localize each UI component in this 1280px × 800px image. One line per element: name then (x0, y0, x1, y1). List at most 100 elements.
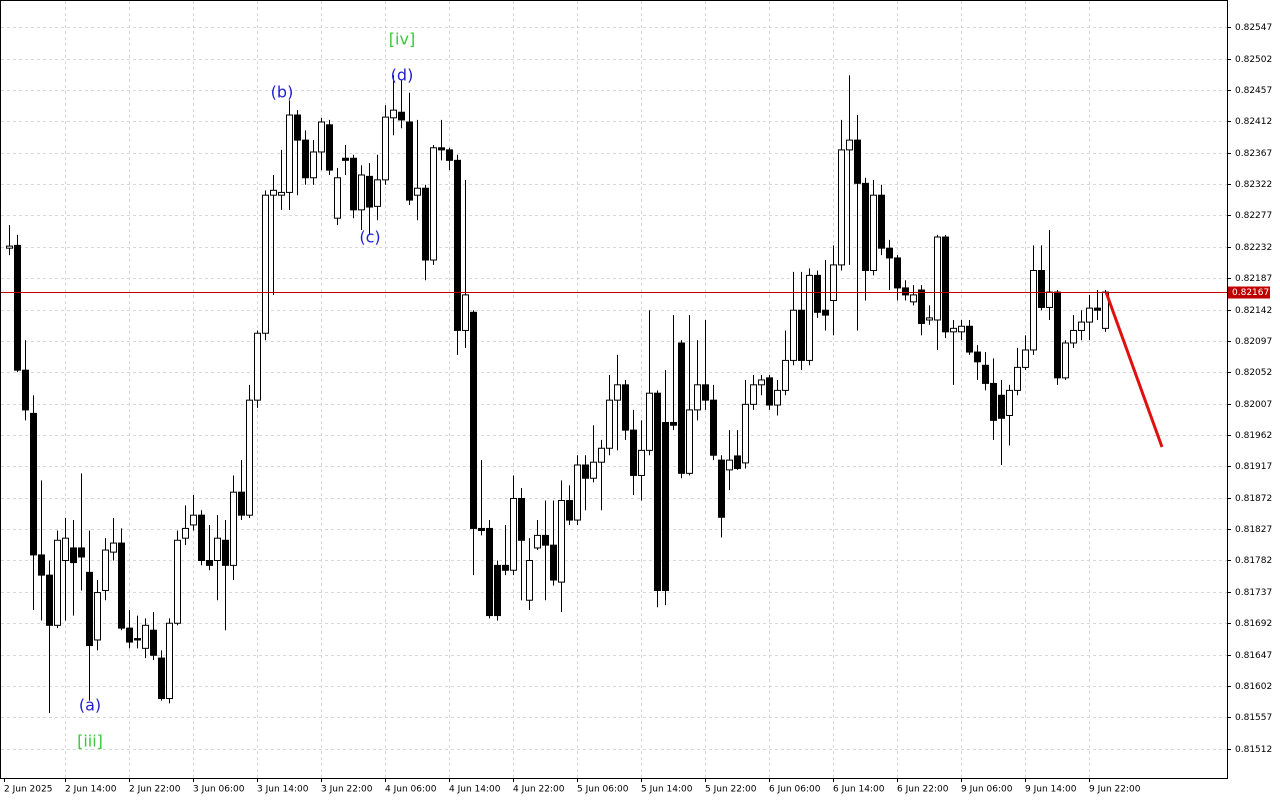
candle-body (518, 497, 525, 541)
candle-body (54, 539, 61, 626)
candle-body (662, 421, 669, 591)
candle-body (814, 274, 821, 313)
candle-body (766, 377, 773, 406)
candle-body (190, 514, 197, 526)
candle-body (262, 194, 269, 334)
y-tick-label: 0.81827 (1235, 525, 1272, 535)
candle-body (846, 139, 853, 151)
wave-label: [iv] (389, 30, 415, 49)
candle-body (38, 554, 45, 576)
candle-body (86, 571, 93, 647)
candle-body (118, 542, 125, 629)
candle-body (1078, 321, 1085, 331)
candle-body (830, 264, 837, 301)
candle-body (614, 384, 621, 401)
candle-body (566, 500, 573, 521)
candle-body (1054, 291, 1061, 379)
wave-label: (a) (79, 696, 101, 715)
y-tick-label: 0.82547 (1235, 23, 1272, 33)
candle-body (1030, 269, 1037, 351)
candle-body (606, 399, 613, 449)
candle-body (550, 544, 557, 581)
candle-body (590, 461, 597, 479)
y-tick-label: 0.81602 (1235, 682, 1272, 692)
candle-body (494, 564, 501, 617)
candle-body (294, 114, 301, 141)
wave-label: (d) (391, 66, 414, 85)
candle-body (62, 537, 69, 561)
candle-body (526, 559, 533, 601)
candle-body (254, 332, 261, 401)
candle-body (246, 399, 253, 516)
candle-body (110, 542, 117, 553)
y-tick-label: 0.82367 (1235, 149, 1272, 159)
x-tick-label: 9 Jun 14:00 (1025, 785, 1077, 795)
candle-body (542, 534, 549, 546)
candle-body (806, 274, 813, 361)
candle-body (582, 464, 589, 479)
candle-body (630, 429, 637, 476)
candle-body (22, 369, 29, 411)
candle-body (414, 187, 421, 196)
y-tick-label: 0.81692 (1235, 619, 1272, 629)
candle-body (926, 317, 933, 321)
candle-body (342, 157, 349, 161)
candle-body (390, 109, 397, 119)
candle-body (502, 564, 509, 571)
candle-body (310, 151, 317, 179)
candle-body (534, 534, 541, 549)
candle-body (182, 527, 189, 539)
candle-body (470, 311, 477, 529)
y-tick-label: 0.81737 (1235, 588, 1272, 598)
candle-body (734, 455, 741, 469)
y-tick-label: 0.82457 (1235, 86, 1272, 96)
candle-body (422, 187, 429, 261)
candle-body (158, 657, 165, 700)
candle-body (334, 177, 341, 219)
candle-body (398, 111, 405, 121)
x-tick-label: 6 Jun 22:00 (897, 785, 949, 795)
candle-body (950, 327, 957, 333)
candle-body (510, 497, 517, 571)
candle-body (438, 147, 445, 151)
grid (1, 1, 1227, 778)
current-price-label: 0.82167 (1232, 288, 1269, 298)
candle-body (222, 539, 229, 566)
x-tick-label: 4 Jun 06:00 (385, 785, 437, 795)
x-tick-label: 4 Jun 22:00 (513, 785, 565, 795)
y-tick-label: 0.82097 (1235, 337, 1272, 347)
candle-body (622, 384, 629, 431)
candle-body (206, 559, 213, 566)
y-tick-label: 0.81872 (1235, 494, 1272, 504)
candle-body (862, 182, 869, 271)
candles (6, 75, 1109, 714)
candle-body (6, 245, 13, 249)
candle-body (838, 149, 845, 266)
y-tick-label: 0.82142 (1235, 306, 1272, 316)
candle-body (270, 189, 277, 196)
y-tick-label: 0.81557 (1235, 713, 1272, 723)
x-tick-label: 9 Jun 22:00 (1089, 785, 1141, 795)
candle-body (1062, 342, 1069, 379)
candle-body (174, 539, 181, 624)
candle-body (990, 382, 997, 421)
x-tick-label: 9 Jun 06:00 (961, 785, 1013, 795)
candle-body (998, 394, 1005, 419)
candle-body (646, 392, 653, 451)
candle-body (166, 622, 173, 700)
x-tick-label: 6 Jun 14:00 (833, 785, 885, 795)
candle-body (14, 244, 21, 371)
candle-body (918, 289, 925, 324)
candle-body (782, 359, 789, 391)
candle-body (374, 179, 381, 207)
candle-body (750, 384, 757, 405)
x-tick-label: 3 Jun 22:00 (321, 785, 373, 795)
y-tick-label: 0.81917 (1235, 462, 1272, 472)
candle-body (710, 399, 717, 456)
candle-body (958, 325, 965, 333)
candle-body (462, 294, 469, 331)
candle-body (406, 121, 413, 201)
candle-body (198, 514, 205, 561)
wave-label: (c) (359, 228, 380, 247)
candle-body (486, 527, 493, 617)
